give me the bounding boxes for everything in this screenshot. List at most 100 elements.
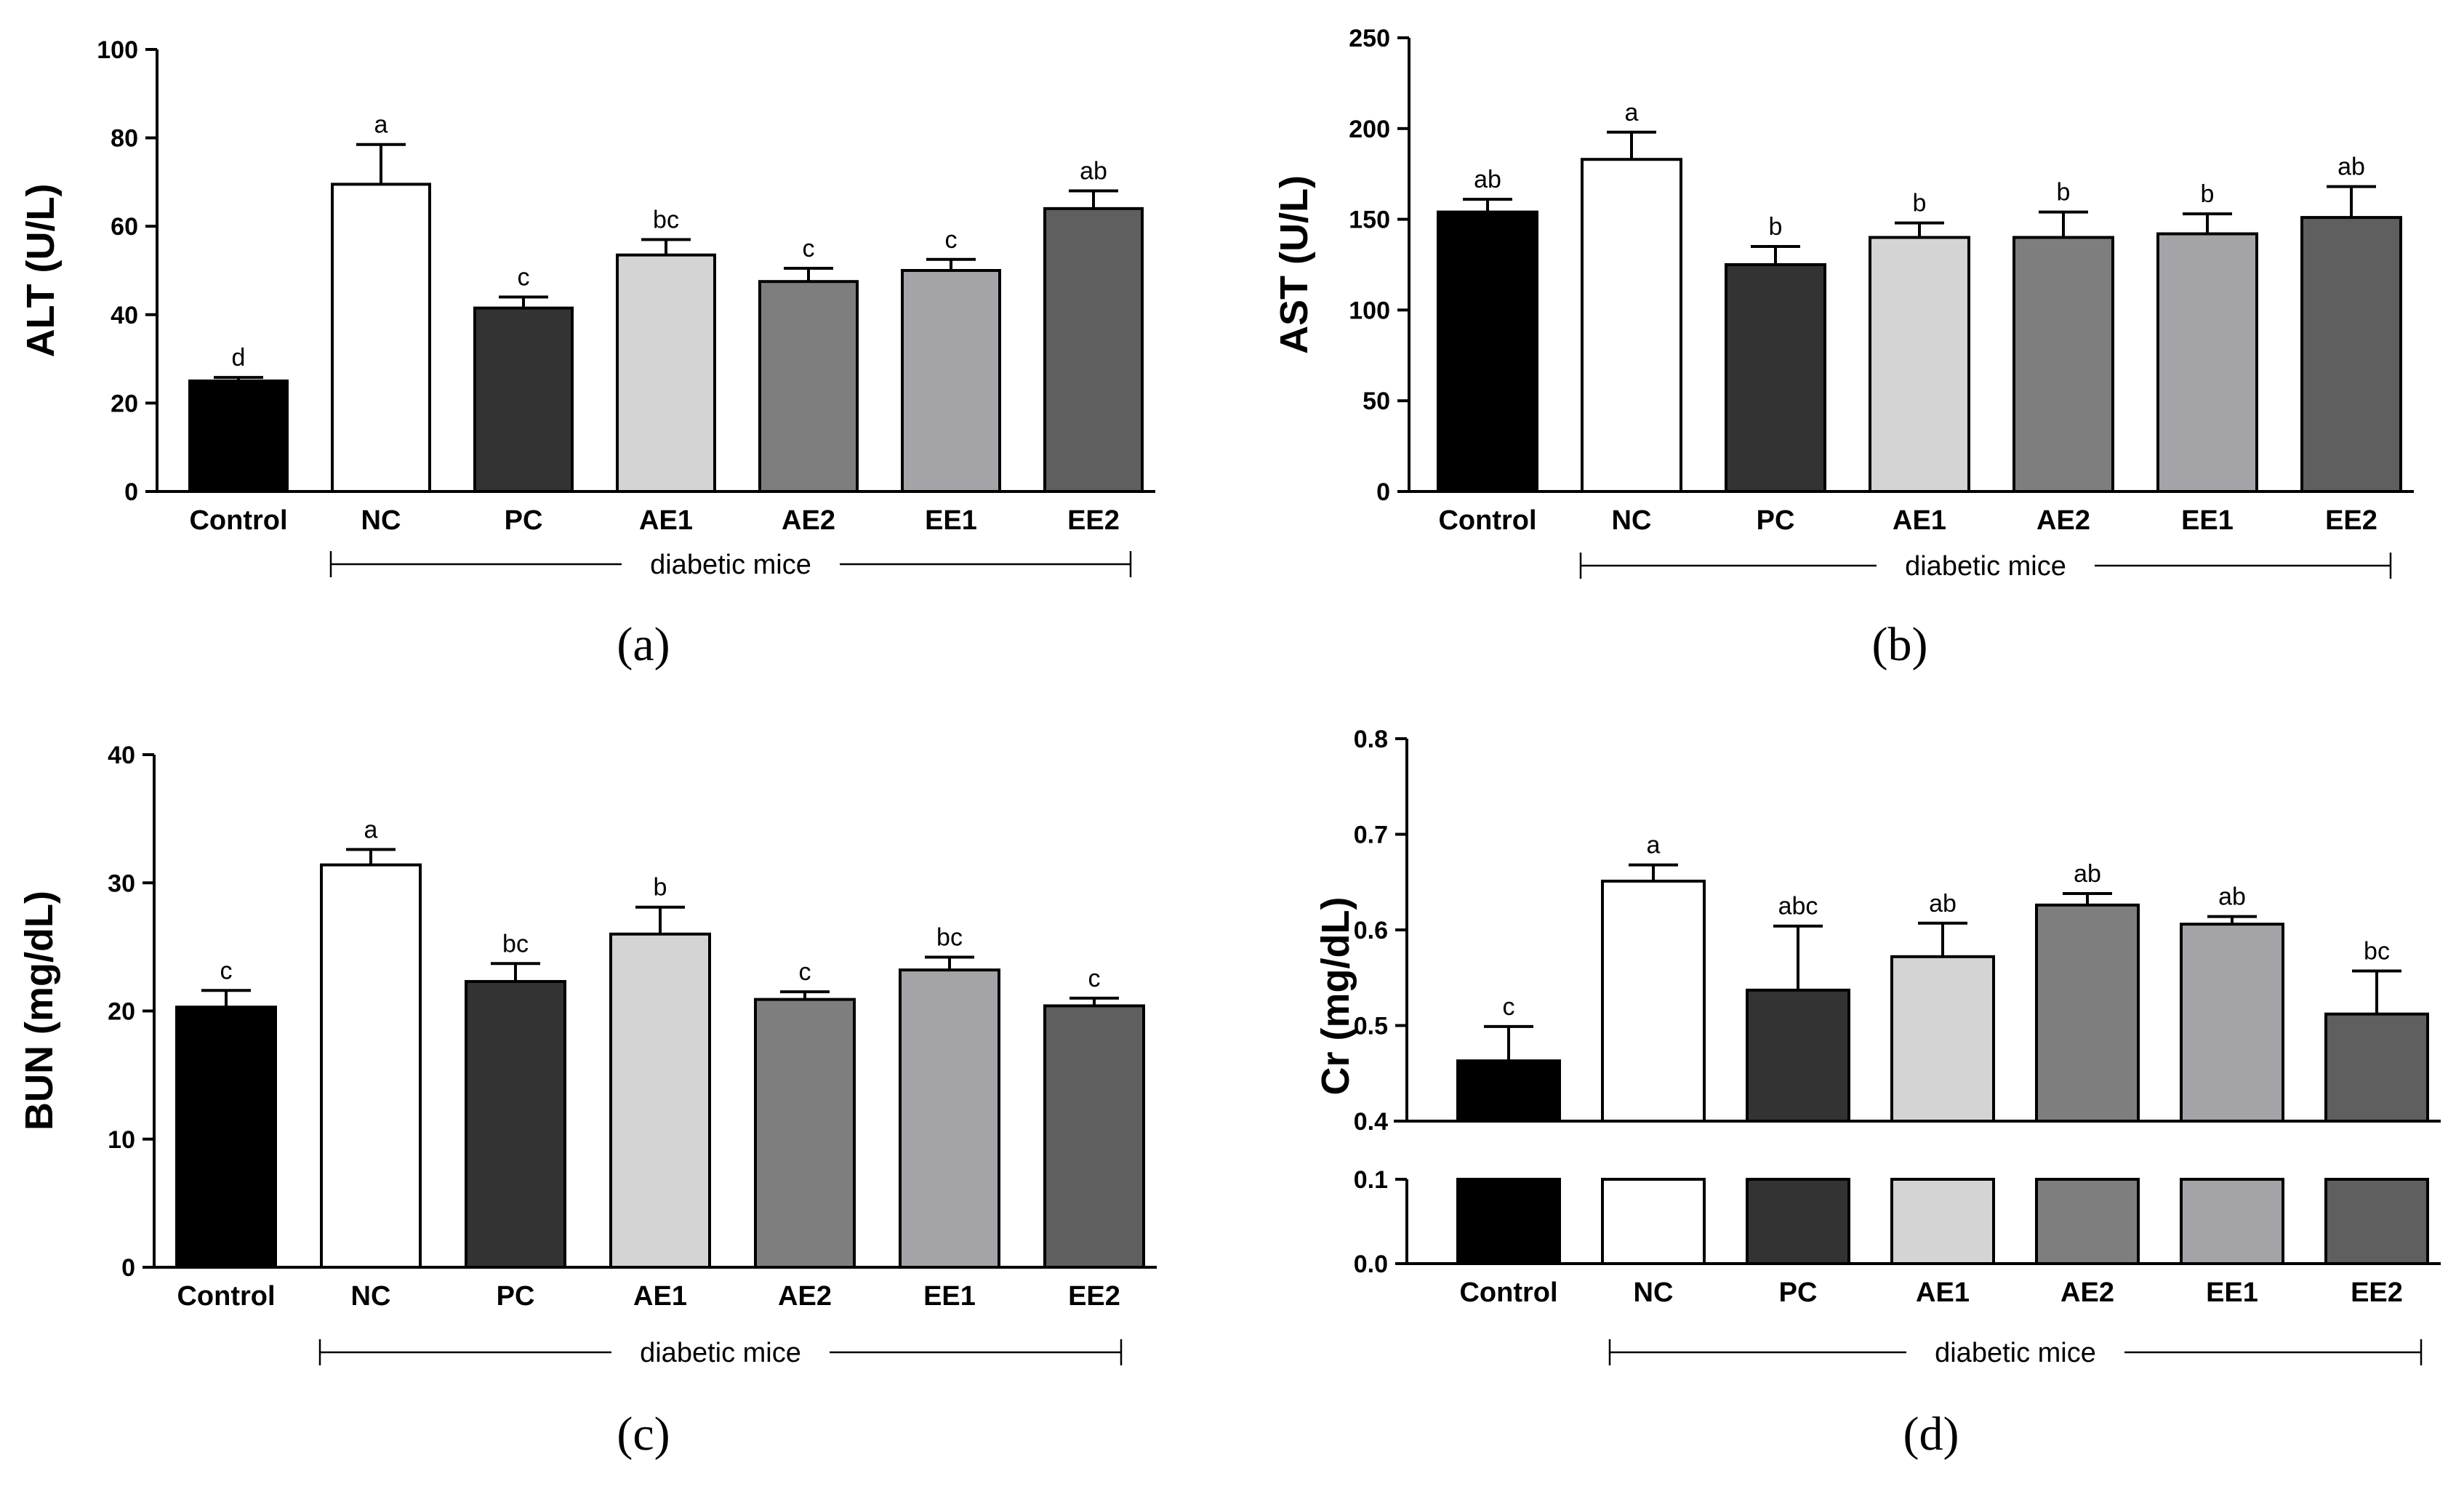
- significance-label: b: [1913, 190, 1927, 217]
- y-tick-label: 0.6: [1354, 917, 1388, 944]
- x-tick-label: AE2: [778, 1281, 832, 1312]
- y-axis-title: ALT (U/L): [19, 184, 63, 358]
- bar-nc: [1601, 879, 1706, 1123]
- y-tick-label: 100: [1349, 297, 1390, 324]
- y-tick-label: 0: [124, 478, 138, 506]
- significance-label: d: [232, 344, 246, 372]
- x-tick-label: AE1: [1916, 1277, 1970, 1308]
- chart-panel-a: 0 20 40 60 80 100 ALT (U/L) d Control a NC c PC bc AE1…: [19, 36, 1155, 671]
- group-label-bg: [1877, 548, 2095, 583]
- x-tick-label: PC: [1757, 505, 1795, 536]
- x-tick-label: AE2: [2036, 505, 2090, 536]
- group-label: diabetic mice: [650, 550, 811, 580]
- significance-label: ab: [1474, 166, 1501, 193]
- bar-ae2: [754, 998, 856, 1269]
- significance-label: c: [945, 226, 958, 254]
- y-tick-label: 10: [108, 1126, 135, 1154]
- x-tick-label: NC: [1612, 505, 1652, 536]
- y-tick-label: 0.8: [1354, 726, 1388, 753]
- chart-panel-d: 0.0 0.1 0.4 0.5 0.6 0.7 0.8 Cr (mg/dL) c Control a…: [1314, 726, 2441, 1461]
- y-tick-label: 0.7: [1354, 822, 1388, 849]
- bar-pc: [1746, 988, 1850, 1123]
- y-tick-label: 0.0: [1354, 1251, 1388, 1278]
- significance-label: a: [1647, 832, 1661, 859]
- bar-control: [1437, 210, 1538, 493]
- x-tick-label: PC: [497, 1281, 535, 1312]
- chart-panel-c: 0 10 20 30 40 BUN (mg/dL) c Control a NC bc PC b AE1 c…: [17, 742, 1157, 1461]
- x-tick-label: EE1: [2206, 1277, 2258, 1308]
- x-tick-label: PC: [1779, 1277, 1818, 1308]
- y-tick-label: 20: [108, 998, 135, 1026]
- bar-lower-nc: [1601, 1178, 1706, 1265]
- x-tick-label: EE2: [1067, 505, 1120, 536]
- panel-label: (b): [1872, 618, 1928, 671]
- significance-label: b: [2057, 179, 2071, 206]
- bar-pc: [465, 979, 566, 1269]
- y-tick-label: 40: [108, 742, 135, 769]
- bar-ae2: [2012, 236, 2114, 493]
- bar-ae1: [609, 932, 711, 1269]
- significance-label: ab: [2337, 153, 2365, 181]
- significance-label: c: [1088, 965, 1101, 992]
- x-tick-label: EE2: [2325, 505, 2377, 536]
- significance-label: c: [220, 957, 233, 984]
- significance-label: bc: [502, 930, 529, 958]
- significance-label: c: [799, 958, 811, 986]
- significance-label: bc: [2364, 938, 2390, 966]
- y-axis-title: Cr (mg/dL): [1314, 897, 1357, 1096]
- significance-label: ab: [1929, 890, 1957, 918]
- x-tick-label: AE1: [633, 1281, 687, 1312]
- x-tick-label: EE1: [923, 1281, 976, 1312]
- significance-label: ab: [2074, 860, 2101, 888]
- bar-ae1: [1869, 236, 1970, 493]
- significance-label: c: [1503, 993, 1515, 1021]
- bar-lower-pc: [1746, 1178, 1850, 1265]
- y-tick-label: 100: [97, 36, 138, 64]
- bar-lower-ae2: [2035, 1178, 2140, 1265]
- x-tick-label: NC: [1634, 1277, 1674, 1308]
- bar-lower-ae1: [1890, 1178, 1995, 1265]
- bar-nc: [331, 182, 431, 493]
- y-tick-label: 0.4: [1354, 1108, 1388, 1136]
- bar-ae2: [2035, 903, 2140, 1123]
- significance-label: a: [364, 816, 378, 843]
- significance-label: b: [654, 874, 667, 902]
- bar-ee1: [2156, 232, 2258, 493]
- bar-control: [175, 1006, 277, 1269]
- x-tick-label: AE1: [1893, 505, 1946, 536]
- y-tick-label: 30: [108, 870, 135, 897]
- bar-ee1: [899, 968, 1000, 1269]
- significance-label: bc: [936, 923, 963, 951]
- panel-label: (d): [1903, 1408, 1959, 1461]
- panel-label: (a): [617, 618, 670, 671]
- y-tick-label: 0: [121, 1254, 135, 1282]
- group-label-bg: [611, 1335, 830, 1370]
- bar-ee2: [2324, 1012, 2429, 1123]
- y-tick-label: 200: [1349, 116, 1390, 143]
- panel-label: (c): [617, 1408, 670, 1461]
- significance-label: b: [1769, 213, 1783, 241]
- bar-ae1: [1890, 955, 1995, 1123]
- bar-ee1: [2180, 923, 2284, 1123]
- significance-label: ab: [2218, 883, 2246, 911]
- bar-ee2: [2300, 216, 2402, 493]
- significance-label: a: [374, 111, 388, 139]
- significance-label: ab: [1080, 158, 1107, 185]
- significance-label: a: [1625, 99, 1639, 127]
- x-tick-label: Control: [177, 1281, 275, 1312]
- significance-label: c: [518, 263, 530, 291]
- x-tick-label: NC: [361, 505, 401, 536]
- significance-label: c: [803, 235, 815, 262]
- significance-label: b: [2201, 180, 2215, 208]
- x-tick-label: AE2: [782, 505, 835, 536]
- x-tick-label: EE1: [2181, 505, 2234, 536]
- y-tick-label: 0.1: [1354, 1166, 1388, 1194]
- x-tick-label: Control: [1438, 505, 1536, 536]
- group-label: diabetic mice: [640, 1338, 801, 1368]
- y-tick-label: 250: [1349, 25, 1390, 52]
- bar-pc: [473, 306, 574, 493]
- bar-ae2: [758, 280, 859, 493]
- x-tick-label: AE1: [639, 505, 693, 536]
- bar-nc: [320, 863, 422, 1269]
